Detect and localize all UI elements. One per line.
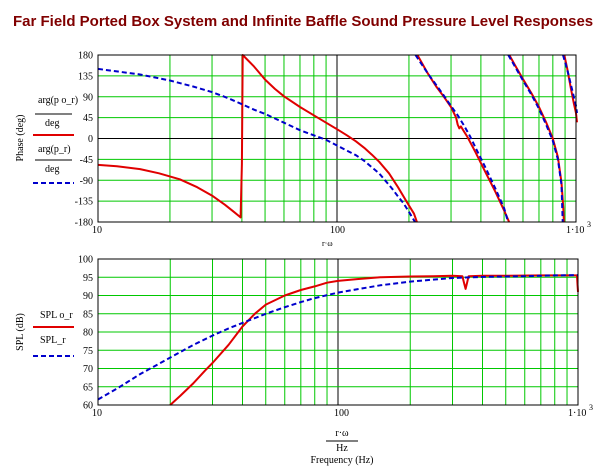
phase-y-tick-labels: 180 135 90 45 0 -45 -90 -135 -180 bbox=[75, 51, 93, 229]
legend-spl-ported-expr: SPL o_r bbox=[40, 310, 73, 321]
legend-spl-infinite-expr: SPL_r bbox=[40, 335, 66, 346]
phase-ported-line bbox=[97, 54, 418, 223]
spl-ported-line bbox=[169, 274, 579, 406]
spl-y-label: SPL (dB) bbox=[15, 313, 26, 351]
spl-y-tick-label: 80 bbox=[83, 328, 93, 339]
legend-infinite-unit: deg bbox=[45, 164, 59, 175]
spl-x-expr-top: r·ω bbox=[335, 428, 349, 439]
spl-x-tick-exponent: 3 bbox=[589, 403, 593, 412]
phase-x-tick-100: 100 bbox=[330, 225, 345, 236]
spl-infinite-line bbox=[97, 274, 579, 401]
phase-y-tick-label: -180 bbox=[75, 218, 93, 229]
spl-y-tick-label: 95 bbox=[83, 273, 93, 284]
legend-ported-unit: deg bbox=[45, 118, 59, 129]
spl-y-tick-label: 65 bbox=[83, 382, 93, 393]
phase-y-tick-label: -90 bbox=[80, 176, 93, 187]
phase-y-tick-label: 135 bbox=[78, 71, 93, 82]
spl-series bbox=[97, 274, 579, 406]
spl-x-tick-1000: 1·10 bbox=[568, 408, 586, 419]
phase-grid bbox=[98, 55, 576, 222]
chart-title: Far Field Ported Box System and Infinite… bbox=[13, 13, 594, 30]
phase-infinite-line bbox=[414, 54, 510, 223]
phase-y-tick-label: -135 bbox=[75, 197, 93, 208]
phase-y-label: Phase (deg) bbox=[15, 115, 26, 162]
spl-y-tick-labels: 100 95 90 85 80 75 70 65 60 bbox=[78, 255, 93, 412]
spl-x-tick-100: 100 bbox=[334, 408, 349, 419]
spl-y-tick-label: 100 bbox=[78, 255, 93, 266]
spl-x-expr-bottom: Hz bbox=[336, 443, 348, 454]
phase-x-tick-exponent: 3 bbox=[587, 220, 591, 229]
phase-infinite-line bbox=[562, 54, 578, 114]
legend-ported-expr: arg(p o_r) bbox=[38, 95, 78, 106]
phase-x-tick-10: 10 bbox=[92, 225, 102, 236]
spl-y-tick-label: 85 bbox=[83, 309, 93, 320]
spl-y-tick-label: 75 bbox=[83, 346, 93, 357]
spl-legend: SPL o_r SPL_r bbox=[33, 310, 74, 357]
phase-y-tick-label: 90 bbox=[83, 92, 93, 103]
phase-y-tick-label: 45 bbox=[83, 113, 93, 124]
phase-x-tick-1000: 1·10 bbox=[566, 225, 584, 236]
spl-y-tick-label: 60 bbox=[83, 401, 93, 412]
phase-y-tick-label: 0 bbox=[88, 134, 93, 145]
spl-y-tick-label: 90 bbox=[83, 291, 93, 302]
spl-grid bbox=[98, 259, 578, 405]
phase-y-tick-label: -45 bbox=[80, 155, 93, 166]
spl-x-tick-10: 10 bbox=[92, 408, 102, 419]
phase-legend: arg(p o_r) deg arg(p_r) deg bbox=[33, 95, 78, 184]
legend-infinite-expr: arg(p_r) bbox=[38, 144, 71, 155]
phase-series bbox=[97, 54, 578, 223]
phase-y-tick-label: 180 bbox=[78, 51, 93, 62]
spl-plot-frame bbox=[97, 258, 579, 406]
phase-infinite-line bbox=[97, 67, 416, 223]
phase-x-label-partial: r·ω bbox=[322, 239, 333, 248]
spl-x-label: Frequency (Hz) bbox=[310, 455, 373, 466]
spl-y-tick-label: 70 bbox=[83, 364, 93, 375]
phase-infinite-line bbox=[507, 54, 564, 223]
phase-plot-frame bbox=[97, 54, 577, 223]
